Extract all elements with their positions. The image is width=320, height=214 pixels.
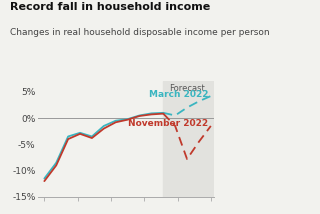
Text: Changes in real household disposable income per person: Changes in real household disposable inc… xyxy=(10,28,269,37)
Bar xyxy=(163,81,217,197)
Text: November 2022: November 2022 xyxy=(128,119,208,128)
Text: Record fall in household income: Record fall in household income xyxy=(10,2,210,12)
Text: March 2022: March 2022 xyxy=(149,90,208,99)
Text: Forecast: Forecast xyxy=(169,84,205,93)
